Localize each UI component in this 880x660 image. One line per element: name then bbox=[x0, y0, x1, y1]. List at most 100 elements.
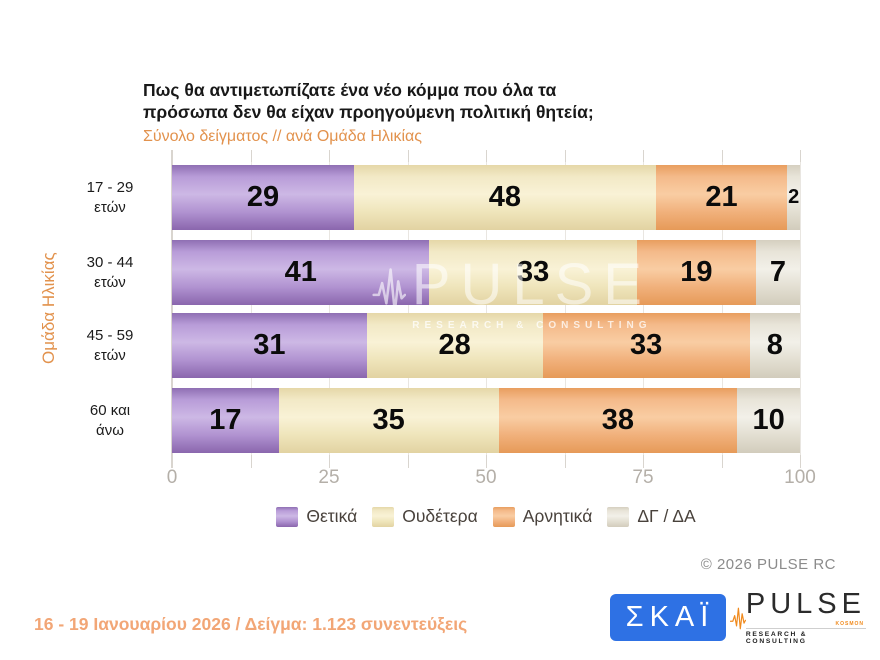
pulse-logo-tagline: RESEARCH & CONSULTING bbox=[745, 628, 866, 645]
bar-row: 31 28 33 8 bbox=[172, 313, 800, 378]
fieldwork-note: 16 - 19 Ιανουαρίου 2026 / Δείγμα: 1.123 … bbox=[34, 614, 468, 634]
legend-label: ΔΓ / ΔΑ bbox=[637, 506, 696, 526]
y-axis-line bbox=[171, 150, 173, 468]
bar-row: 29 48 21 2 bbox=[172, 165, 800, 230]
legend-label: Ουδέτερα bbox=[402, 506, 478, 526]
x-axis-tick-labels: 0 25 50 75 100 bbox=[167, 467, 816, 489]
x-axis-tick-label: 100 bbox=[784, 467, 816, 488]
chart-header: Πως θα αντιμετωπίζατε ένα νέο κόμμα που … bbox=[143, 79, 743, 146]
legend-item: Ουδέτερα bbox=[372, 506, 478, 527]
axis-tick bbox=[329, 455, 330, 468]
axis-tick bbox=[250, 455, 252, 468]
bar-row: 17 35 38 10 bbox=[172, 388, 800, 453]
x-axis-tick-label: 50 bbox=[475, 467, 497, 488]
x-axis-tick-label: 25 bbox=[318, 467, 340, 488]
bar-segment: 48 bbox=[354, 165, 656, 230]
axis-tick bbox=[564, 455, 566, 468]
bar-segment: 21 bbox=[655, 165, 788, 230]
axis-tick bbox=[721, 455, 723, 468]
bar-segment: 7 bbox=[756, 240, 800, 305]
plot-area: 29 48 21 2 41 33 19 7 31 28 33 8 17 35 38 10 bbox=[172, 162, 801, 455]
bar-value-label: 31 bbox=[253, 329, 286, 361]
gridline bbox=[329, 162, 330, 455]
legend-swatch bbox=[492, 506, 515, 527]
gridline bbox=[643, 162, 644, 455]
gridline bbox=[407, 162, 409, 455]
bar-value-label: 21 bbox=[705, 181, 738, 213]
bar-value-label: 29 bbox=[246, 181, 280, 213]
chart-title: Πως θα αντιμετωπίζατε ένα νέο κόμμα που … bbox=[143, 80, 594, 123]
bar-segment: 28 bbox=[366, 313, 543, 378]
gridline bbox=[721, 162, 723, 455]
axis-tick bbox=[800, 455, 801, 468]
pulse-logo-sub: KOSMON bbox=[835, 621, 864, 627]
axis-tick bbox=[250, 150, 252, 162]
bar-segment: 31 bbox=[172, 313, 367, 378]
chart-subtitle: Σύνολο δείγματος // ανά Ομάδα Ηλικίας bbox=[143, 128, 422, 146]
bar-value-label: 41 bbox=[284, 256, 317, 288]
x-axis-tick-label: 0 bbox=[166, 467, 178, 488]
category-label: 30 - 44 ετών bbox=[86, 254, 134, 291]
pulse-logo-brand: PULSE bbox=[745, 588, 866, 620]
bar-segment: 33 bbox=[429, 240, 637, 305]
bar-value-label: 38 bbox=[601, 404, 634, 436]
axis-tick bbox=[407, 150, 409, 162]
x-axis-tick-label: 75 bbox=[632, 467, 654, 488]
legend-item: Αρνητικά bbox=[492, 506, 593, 527]
bar-row: 41 33 19 7 bbox=[172, 240, 800, 305]
bar-value-label: 48 bbox=[488, 181, 521, 213]
bar-segment: 41 bbox=[172, 240, 430, 305]
legend-item: Θετικά bbox=[276, 506, 357, 527]
axis-tick bbox=[407, 455, 409, 468]
axis-tick bbox=[643, 455, 644, 468]
category-axis: 17 - 29 ετών 30 - 44 ετών 45 - 59 ετών 60 κ… bbox=[56, 162, 164, 455]
legend-swatch bbox=[607, 506, 630, 527]
bar-value-label: 7 bbox=[769, 256, 787, 288]
axis-tick bbox=[329, 150, 330, 162]
pulse-waveform-icon bbox=[730, 607, 746, 630]
category-label: 17 - 29 ετών bbox=[86, 179, 134, 216]
legend: Θετικά Ουδέτερα Αρνητικά ΔΓ / ΔΑ bbox=[172, 506, 800, 527]
gridline bbox=[800, 162, 801, 455]
bar-segment: 17 bbox=[172, 388, 279, 453]
gridline bbox=[250, 162, 252, 455]
gridline bbox=[486, 162, 487, 455]
legend-swatch bbox=[372, 506, 395, 527]
skai-logo-text: ΣΚΑΪ bbox=[625, 601, 715, 633]
bar-segment: 35 bbox=[278, 388, 499, 453]
bar-value-label: 33 bbox=[629, 329, 663, 361]
bar-value-label: 19 bbox=[680, 256, 713, 288]
axis-tick bbox=[486, 150, 487, 162]
bar-value-label: 2 bbox=[788, 186, 800, 208]
bar-segment: 33 bbox=[542, 313, 750, 378]
legend-label: Αρνητικά bbox=[522, 506, 593, 526]
pulse-logo: PULSE KOSMON RESEARCH & CONSULTING bbox=[730, 590, 866, 645]
copyright-text: © 2026 PULSE RC bbox=[700, 556, 836, 573]
bar-segment: 10 bbox=[737, 388, 800, 453]
axis-tick bbox=[564, 150, 566, 162]
bar-value-label: 35 bbox=[372, 404, 405, 436]
skai-logo: ΣΚΑΪ bbox=[610, 594, 726, 641]
bar-value-label: 33 bbox=[516, 256, 550, 288]
category-label: 45 - 59 ετών bbox=[86, 327, 134, 364]
axis-tick bbox=[800, 150, 801, 162]
bar-segment: 2 bbox=[787, 165, 800, 230]
bottom-ticks bbox=[172, 455, 801, 468]
bar-value-label: 17 bbox=[209, 404, 242, 436]
category-label: 60 και άνω bbox=[89, 402, 131, 439]
axis-tick bbox=[721, 150, 723, 162]
gridline bbox=[564, 162, 566, 455]
legend-item: ΔΓ / ΔΑ bbox=[607, 506, 696, 527]
top-ticks bbox=[172, 150, 801, 162]
axis-tick bbox=[643, 150, 644, 162]
bar-value-label: 10 bbox=[752, 404, 785, 436]
bar-value-label: 8 bbox=[766, 329, 783, 361]
bar-value-label: 28 bbox=[438, 329, 471, 361]
bar-segment: 38 bbox=[498, 388, 738, 453]
legend-label: Θετικά bbox=[306, 506, 358, 526]
legend-swatch bbox=[276, 506, 299, 527]
bar-segment: 29 bbox=[172, 165, 355, 230]
bar-segment: 8 bbox=[749, 313, 800, 378]
axis-tick bbox=[486, 455, 487, 468]
